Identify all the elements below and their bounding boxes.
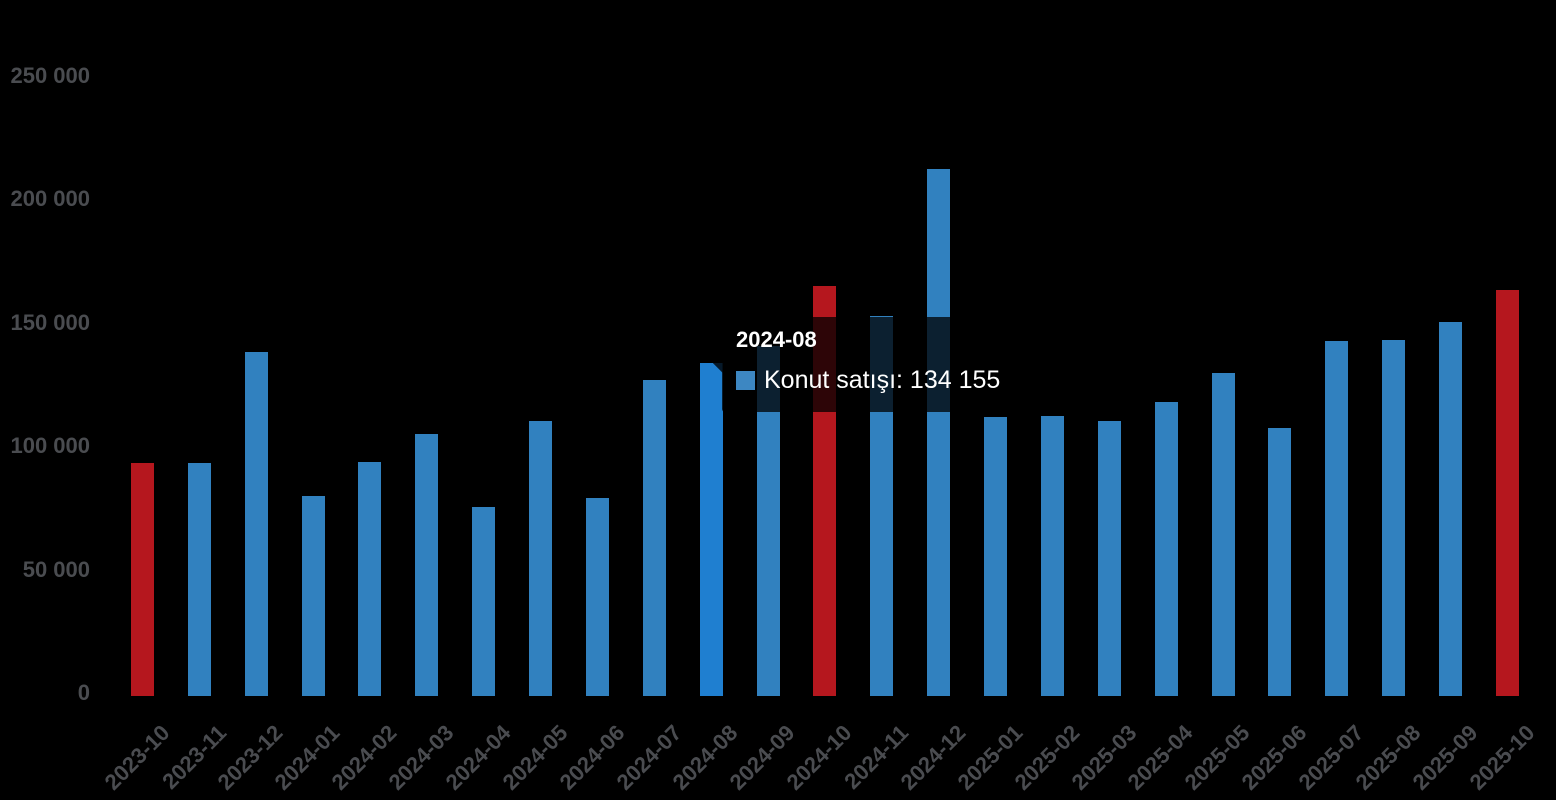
bar-2024-12[interactable]	[927, 169, 951, 696]
bar-2024-05[interactable]	[529, 421, 553, 696]
bar-2023-11[interactable]	[187, 463, 211, 696]
bar-2024-09[interactable]	[756, 346, 780, 696]
y-tick-label: 100 000	[10, 433, 90, 459]
bar-2025-03[interactable]	[1097, 420, 1121, 696]
tooltip-series-row: Konut satışı: 134 155	[736, 367, 1000, 393]
bar-2025-10[interactable]	[1495, 290, 1519, 696]
bar-2025-09[interactable]	[1439, 322, 1462, 696]
bar-2024-03[interactable]	[415, 433, 439, 696]
legend-swatch-icon	[736, 370, 755, 390]
y-tick-label: 0	[77, 680, 90, 705]
bar-2025-02[interactable]	[1040, 415, 1064, 696]
y-tick-label: 150 000	[10, 309, 90, 335]
y-tick-label: 250 000	[10, 63, 90, 88]
y-tick-label: 200 000	[10, 186, 90, 212]
bar-2024-02[interactable]	[358, 462, 382, 696]
bar-2025-08[interactable]	[1382, 340, 1406, 696]
tooltip-value-text: Konut satışı: 134 155	[764, 366, 1001, 394]
bar-2024-01[interactable]	[301, 495, 325, 696]
bar-2024-06[interactable]	[585, 498, 609, 696]
bar-2024-04[interactable]	[472, 507, 496, 696]
x-tick-label: 2023-10	[99, 720, 175, 795]
bar-2025-07[interactable]	[1325, 341, 1349, 696]
y-tick-label: 50 000	[22, 556, 90, 582]
bar-2023-12[interactable]	[244, 351, 268, 696]
tooltip-corner-shadow	[712, 362, 723, 373]
bar-2024-07[interactable]	[642, 380, 666, 696]
tooltip: 2024-08 Konut satışı: 134 155	[722, 317, 1009, 412]
bar-2023-10[interactable]	[131, 462, 154, 696]
bar-2025-05[interactable]	[1211, 373, 1235, 696]
bar-2025-04[interactable]	[1154, 401, 1178, 696]
bar-2024-08[interactable]	[699, 362, 723, 696]
bar-2025-01[interactable]	[984, 417, 1008, 696]
bar-2025-06[interactable]	[1268, 428, 1292, 696]
tooltip-title: 2024-08	[736, 327, 817, 352]
